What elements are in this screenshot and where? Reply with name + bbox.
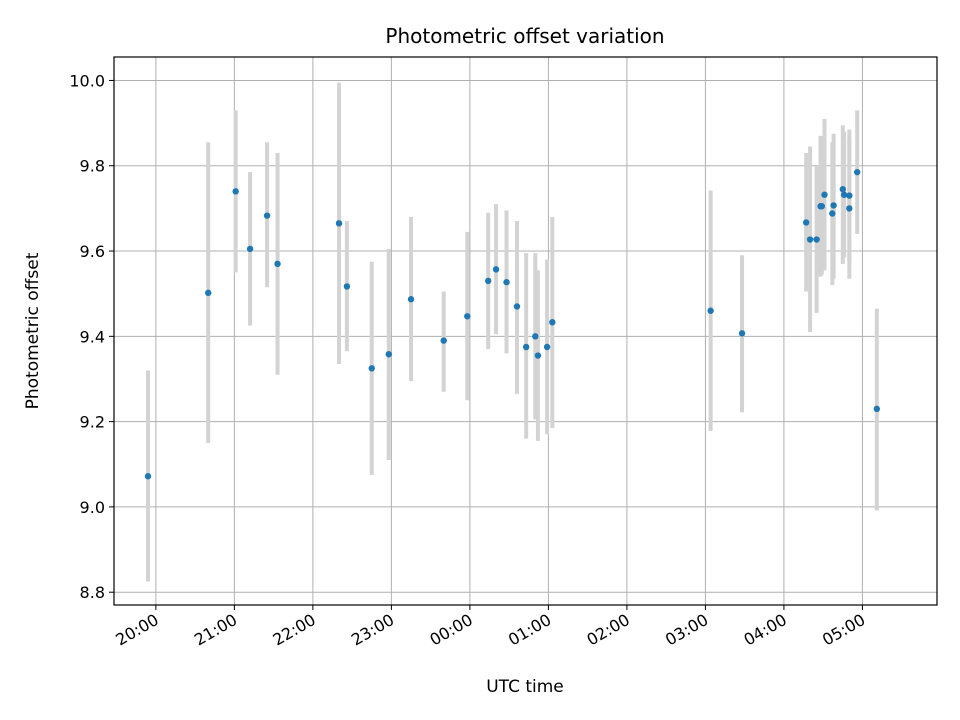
- data-point: [522, 343, 530, 351]
- data-point: [738, 330, 746, 337]
- x-axis-title: UTC time: [486, 677, 564, 697]
- y-tick-label: 9.4: [80, 327, 105, 346]
- data-point: [385, 351, 392, 358]
- chart-title: Photometric offset variation: [385, 24, 664, 48]
- plot-frame: [113, 56, 938, 606]
- data-point: [534, 352, 542, 359]
- data-point: [368, 365, 375, 372]
- data-point: [532, 333, 539, 340]
- data-point: [821, 191, 828, 198]
- data-point: [549, 319, 556, 326]
- data-point: [853, 168, 861, 176]
- data-point: [830, 202, 837, 209]
- y-tick-label: 9.6: [80, 242, 105, 261]
- data-point: [707, 307, 714, 314]
- data-point: [232, 188, 239, 195]
- data-point: [205, 289, 212, 297]
- data-point: [144, 473, 152, 480]
- data-point: [513, 303, 521, 310]
- data-point: [274, 260, 281, 268]
- data-point: [492, 266, 500, 273]
- data-point: [543, 343, 551, 351]
- y-tick-label: 9.8: [80, 157, 105, 176]
- y-axis-ticks: 8.8 9.0 9.2 9.4 9.6 9.8 10.0: [69, 71, 114, 602]
- data-point: [839, 186, 846, 193]
- data-point: [335, 220, 343, 227]
- data-point: [407, 296, 415, 303]
- data-point: [802, 219, 810, 226]
- data-point: [829, 210, 836, 217]
- data-point: [246, 245, 254, 253]
- data-point: [503, 278, 510, 286]
- data-point: [263, 212, 271, 219]
- data-point: [873, 405, 881, 413]
- data-point: [464, 313, 471, 320]
- data-point: [813, 236, 820, 243]
- y-tick-label: 10.0: [69, 71, 105, 90]
- data-point: [440, 337, 447, 344]
- y-tick-label: 9.0: [80, 498, 105, 517]
- data-point: [806, 236, 814, 243]
- data-point: [846, 192, 853, 199]
- data-point: [343, 283, 351, 290]
- data-point: [485, 277, 492, 285]
- data-point: [818, 203, 826, 210]
- y-tick-label: 8.8: [80, 583, 105, 602]
- data-point: [846, 205, 853, 212]
- y-axis-title: Photometric offset: [23, 252, 43, 409]
- data-point: [840, 191, 848, 198]
- data-points: [144, 168, 881, 480]
- y-tick-label: 9.2: [80, 413, 105, 432]
